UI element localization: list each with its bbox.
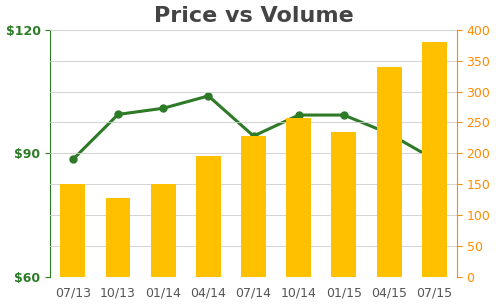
Bar bbox=[196, 156, 221, 277]
Bar bbox=[286, 117, 311, 277]
Bar bbox=[106, 198, 130, 277]
Title: Price vs Volume: Price vs Volume bbox=[154, 5, 354, 26]
Bar bbox=[422, 42, 447, 277]
Bar bbox=[61, 184, 85, 277]
Bar bbox=[241, 136, 266, 277]
Bar bbox=[151, 184, 176, 277]
Bar bbox=[376, 67, 401, 277]
Bar bbox=[331, 132, 356, 277]
